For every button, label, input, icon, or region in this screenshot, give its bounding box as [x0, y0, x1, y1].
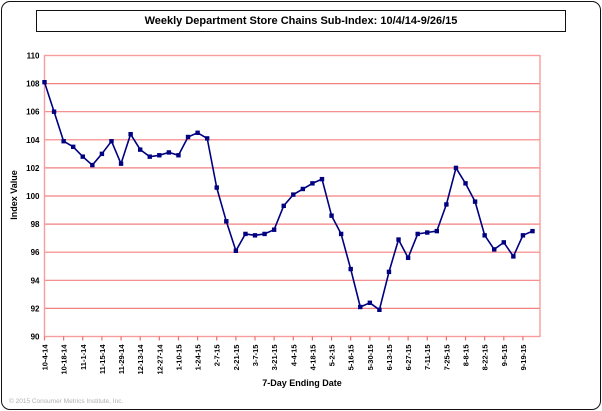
x-tick-label: 9-5-15 — [500, 345, 509, 367]
data-point — [329, 213, 334, 218]
x-tick-label: 4-18-15 — [308, 345, 317, 371]
data-point — [415, 231, 420, 237]
data-point — [137, 147, 143, 152]
data-point — [319, 176, 325, 182]
x-axis-label: 7-Day Ending Date — [262, 378, 342, 388]
data-point — [118, 161, 124, 166]
y-tick-label: 106 — [26, 108, 40, 117]
data-point — [176, 153, 181, 158]
data-line — [43, 81, 533, 311]
data-point — [377, 307, 382, 313]
data-point — [511, 254, 516, 259]
y-tick-label: 94 — [31, 276, 40, 285]
x-tick-label: 6-13-15 — [385, 345, 394, 371]
data-point — [530, 228, 535, 234]
data-point — [71, 144, 76, 150]
data-point — [453, 165, 459, 171]
y-tick-label: 96 — [31, 248, 40, 257]
data-point — [434, 228, 440, 234]
data-point — [128, 131, 133, 137]
data-point — [61, 139, 66, 144]
chart-title: Weekly Department Store Chains Sub-Index… — [144, 15, 458, 27]
x-tick-label: 3-21-15 — [270, 345, 279, 371]
data-point — [214, 185, 219, 190]
x-tick-label: 12-27-14 — [155, 344, 164, 375]
data-point — [281, 203, 286, 209]
data-point — [425, 230, 430, 235]
y-tick-label: 100 — [26, 192, 40, 201]
data-point — [310, 181, 315, 186]
x-tick-label: 7-25-15 — [442, 345, 451, 371]
data-point — [90, 162, 95, 168]
plot-border — [43, 54, 541, 338]
data-point — [157, 153, 162, 158]
data-point — [338, 231, 344, 237]
y-tick-label: 108 — [26, 80, 40, 89]
x-tick-label: 5-30-15 — [366, 345, 375, 371]
x-tick-label: 10-4-14 — [41, 344, 50, 371]
y-tick-label: 90 — [31, 333, 40, 342]
data-point — [99, 151, 105, 157]
y-tick-label: 104 — [26, 136, 40, 145]
data-point — [252, 233, 258, 238]
data-point — [262, 231, 267, 237]
data-point — [233, 248, 239, 253]
data-point — [185, 134, 191, 140]
x-tick-label: 11-29-14 — [117, 344, 126, 374]
data-point — [463, 181, 468, 186]
y-tick-label: 98 — [31, 220, 40, 229]
data-point — [367, 300, 373, 305]
data-point — [147, 154, 152, 159]
x-tick-label: 10-18-14 — [60, 344, 69, 375]
data-point — [224, 219, 229, 224]
y-axis-label: Index Value — [9, 170, 19, 220]
data-point — [358, 304, 363, 310]
y-tick-label: 102 — [26, 164, 40, 173]
data-point — [166, 150, 172, 155]
data-point — [195, 130, 200, 135]
data-point — [271, 227, 277, 232]
x-tick-label: 6-27-15 — [404, 345, 413, 371]
data-point — [51, 109, 57, 114]
x-tick-label: 2-21-15 — [232, 345, 241, 371]
data-point — [109, 139, 114, 144]
data-point — [300, 186, 306, 192]
chart-title-box: Weekly Department Store Chains Sub-Index… — [36, 10, 566, 32]
data-point — [472, 199, 478, 204]
data-point — [405, 255, 411, 261]
data-point — [204, 136, 210, 141]
x-tick-label: 1-24-15 — [194, 345, 203, 371]
x-tick-label: 11-1-14 — [79, 344, 88, 370]
y-tick-label: 110 — [27, 52, 40, 61]
data-point — [444, 202, 449, 207]
data-point — [348, 266, 353, 272]
data-point — [42, 79, 47, 85]
data-point — [492, 247, 497, 252]
data-point — [482, 233, 487, 238]
data-point — [396, 237, 401, 242]
x-tick-label: 1-10-15 — [174, 345, 183, 371]
data-point — [243, 231, 248, 237]
x-tick-label: 7-11-15 — [423, 345, 432, 370]
data-point — [291, 192, 296, 197]
x-tick-label: 11-15-14 — [98, 344, 107, 374]
x-tick-label: 8-8-15 — [462, 345, 471, 367]
data-point — [80, 154, 85, 159]
x-tick-label: 5-2-15 — [328, 345, 337, 367]
data-point — [501, 240, 506, 245]
y-tick-label: 92 — [31, 304, 40, 313]
x-tick-label: 8-22-15 — [481, 345, 490, 371]
x-tick-label: 5-16-15 — [347, 345, 356, 371]
copyright-footer: © 2015 Consumer Metrics Institute, Inc. — [9, 398, 124, 405]
x-tick-label: 3-7-15 — [251, 345, 260, 367]
x-tick-label: 12-13-14 — [136, 344, 145, 375]
data-point — [386, 269, 392, 275]
x-tick-label: 4-4-15 — [289, 345, 298, 367]
x-tick-label: 9-19-15 — [519, 345, 528, 371]
data-point — [520, 233, 526, 238]
x-tick-label: 2-7-15 — [213, 345, 222, 367]
